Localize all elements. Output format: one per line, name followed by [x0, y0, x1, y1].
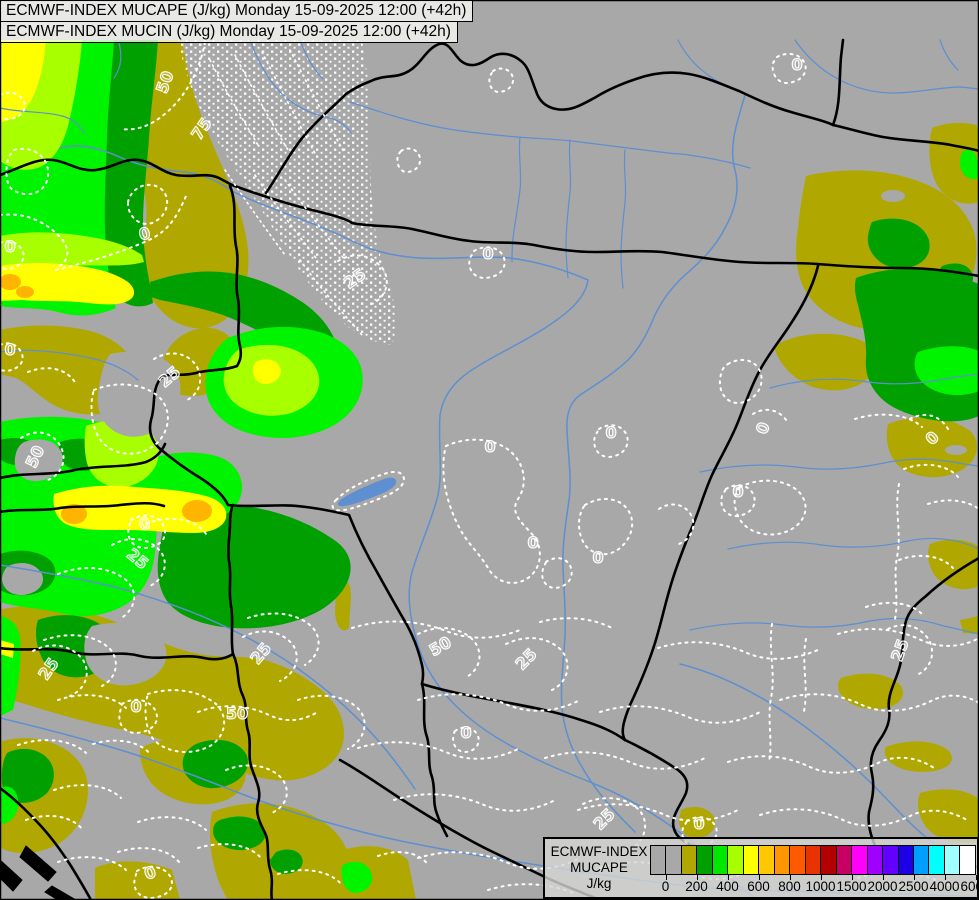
contour-label: 0: [592, 548, 603, 567]
contour-label: 0: [460, 723, 471, 742]
legend-tick-label: 2000: [867, 879, 898, 894]
contour-label: 25: [590, 805, 619, 834]
legend-swatch: [651, 846, 667, 874]
legend-tick-label: 1000: [805, 879, 836, 894]
contour-label: 0: [4, 237, 15, 256]
legend-tick-mark: [665, 875, 667, 880]
legend-tick-label: 800: [778, 879, 801, 894]
legend-swatch: [960, 846, 975, 874]
legend-swatch: [743, 846, 760, 874]
legend-tick-mark: [696, 875, 698, 880]
legend-tick-label: 6000: [960, 879, 979, 894]
contour-label: 0: [732, 482, 743, 501]
legend-tick-mark: [975, 875, 977, 880]
title-box: ECMWF-INDEX MUCAPE (J/kg) Monday 15-09-2…: [0, 0, 474, 43]
legend-swatch: [852, 846, 868, 874]
contour-label: 25: [887, 636, 912, 663]
mucin-contours: [0, 41, 979, 900]
legend-swatch: [944, 846, 961, 874]
legend-tick-mark: [727, 875, 729, 880]
legend-title-line2: MUCAPE: [570, 860, 628, 875]
legend-swatch: [728, 846, 744, 874]
legend-tick-mark: [882, 875, 884, 880]
legend-swatch: [759, 846, 775, 874]
stipple-texture: [178, 40, 397, 345]
contour-label: 0: [137, 513, 153, 534]
legend-swatch: [790, 846, 806, 874]
contour-label: 0: [484, 437, 495, 456]
legend-tick-mark: [758, 875, 760, 880]
contour-label: 0: [693, 814, 704, 833]
title-mucape: ECMWF-INDEX MUCAPE (J/kg) Monday 15-09-2…: [0, 0, 474, 22]
legend-swatch: [836, 846, 853, 874]
legend-tick-mark: [913, 875, 915, 880]
legend-swatch: [774, 846, 791, 874]
contour-label: 50: [426, 632, 455, 660]
contour-label: 0: [791, 55, 802, 74]
lake-balaton: [337, 477, 397, 507]
legend-swatch: [681, 846, 698, 874]
cape-orange-regions: [0, 274, 212, 524]
legend-tick-label: 2500: [898, 879, 929, 894]
contour-label: 25: [512, 645, 541, 674]
legend-tick-mark: [944, 875, 946, 880]
legend-swatch: [712, 846, 729, 874]
legend-title: ECMWF-INDEX MUCAPE J/kg: [549, 844, 649, 892]
contour-label: 0: [4, 340, 15, 359]
legend-title-line1: ECMWF-INDEX: [550, 844, 648, 859]
legend-tick-label: 600: [747, 879, 770, 894]
legend-tick-mark: [820, 875, 822, 880]
legend-box: ECMWF-INDEX MUCAPE J/kg 0 200 400 600 800 100…: [543, 837, 979, 899]
cape-yellow-regions: [0, 40, 281, 658]
contour-label: 0: [605, 423, 616, 442]
legend-colorbar: [650, 845, 976, 875]
contour-label: 0: [137, 223, 153, 244]
legend-title-line3: J/kg: [586, 876, 612, 891]
legend-swatch: [867, 846, 884, 874]
legend-swatch: [805, 846, 822, 874]
contour-label: 0: [752, 420, 774, 437]
legend-tick-mark: [789, 875, 791, 880]
legend-tick-label: 4000: [929, 879, 960, 894]
legend-swatch: [883, 846, 899, 874]
contour-label: 0: [527, 533, 538, 552]
title-mucin: ECMWF-INDEX MUCIN (J/kg) Monday 15-09-20…: [0, 20, 458, 43]
legend-tick-label: 200: [685, 879, 708, 894]
legend-tick-mark: [851, 875, 853, 880]
legend-tick-label: 0: [661, 879, 670, 894]
contour-label: 50: [226, 704, 248, 723]
contour-label: 0: [482, 244, 493, 263]
legend-swatch: [821, 846, 837, 874]
legend-swatch: [898, 846, 914, 874]
contour-label: 0: [130, 697, 141, 716]
country-borders: [0, 38, 979, 900]
legend-swatch: [929, 846, 945, 874]
legend-swatch: [697, 846, 713, 874]
legend-swatch: [913, 846, 930, 874]
legend-swatch: [666, 846, 682, 874]
legend-tick-label: 400: [716, 879, 739, 894]
legend-tick-label: 1500: [836, 879, 867, 894]
